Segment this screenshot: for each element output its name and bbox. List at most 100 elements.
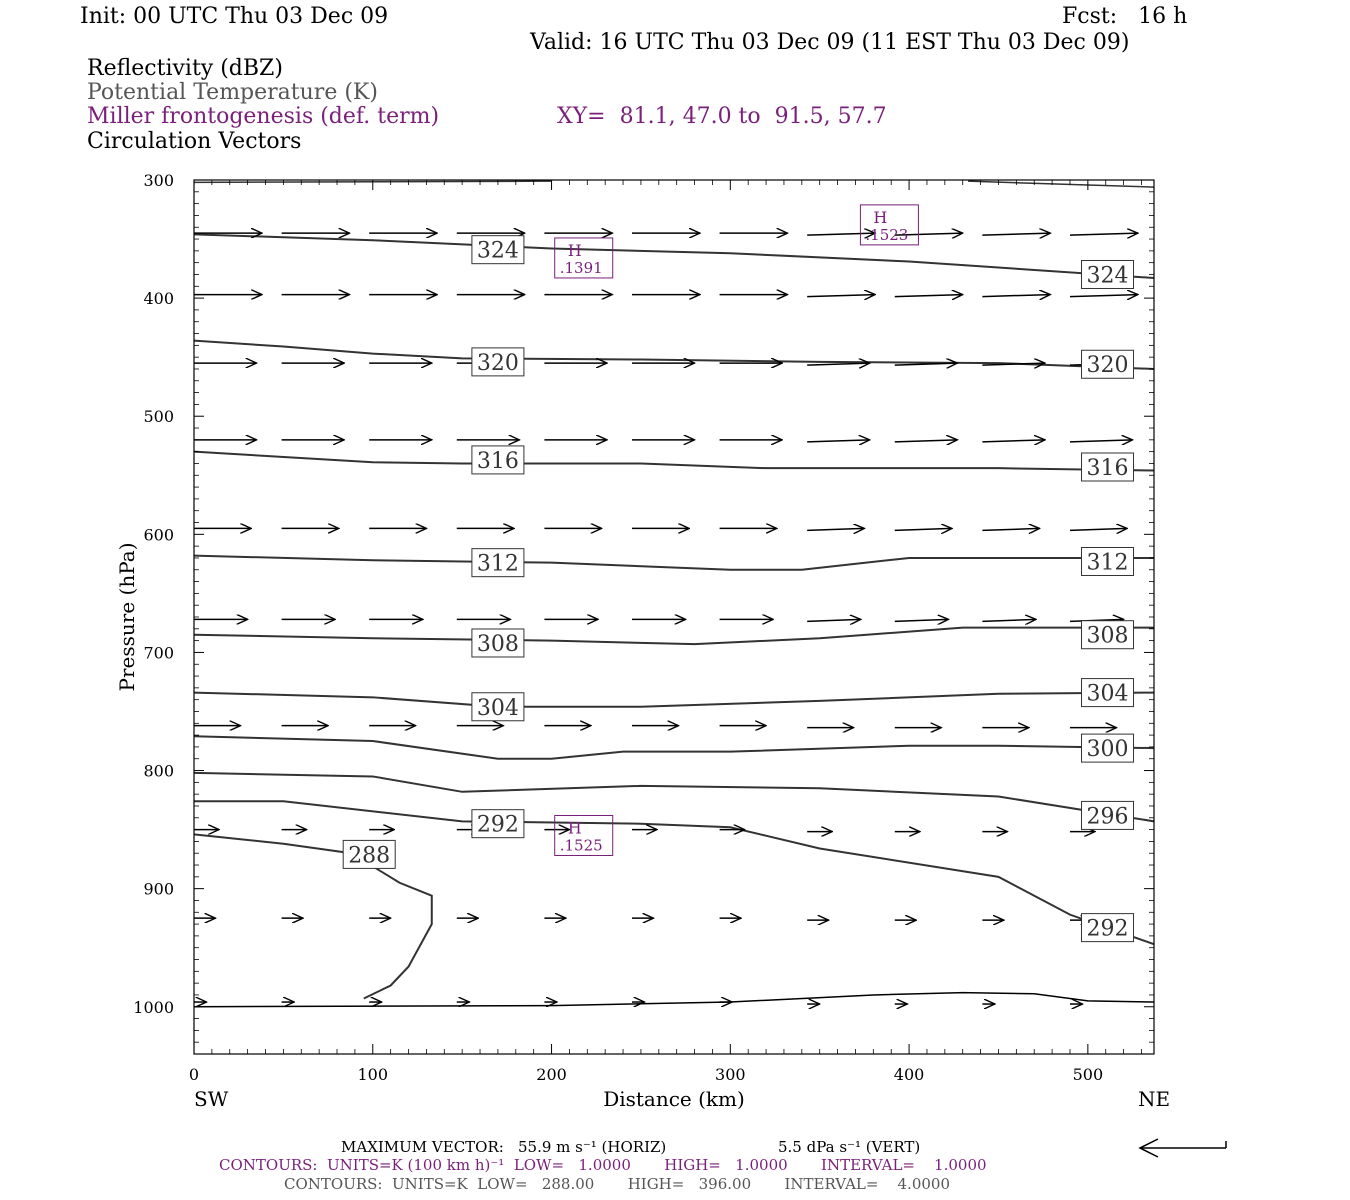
frontogenesis-maximum-value: .1391	[560, 259, 603, 277]
theta-contour-324	[193, 233, 1155, 280]
frontogenesis-maximum-value: .1523	[865, 226, 908, 244]
theta-contour-label-text: 308	[1087, 624, 1129, 649]
circulation-vector	[894, 233, 963, 235]
x-tick-label: 100	[357, 1065, 388, 1084]
frontogenesis-maximum-label: H	[568, 819, 582, 838]
theta-contour-label-box	[1081, 620, 1135, 650]
y-tick-label: 1000	[133, 998, 174, 1017]
theta-contour-label: 288	[342, 839, 396, 869]
frontogenesis-maximum-box	[554, 237, 614, 279]
circulation-vector	[1069, 233, 1138, 235]
frontogenesis-maximum-label: H	[873, 208, 887, 227]
theta-contour-label: 320	[471, 347, 525, 377]
theta-contour-label: 304	[471, 692, 525, 722]
theta-contour-label-box	[1081, 733, 1135, 763]
frontogenesis-maximum: H.1523	[859, 204, 919, 246]
theta-contour-label-box	[1081, 259, 1135, 289]
theta-contour-label-text: 288	[348, 843, 390, 868]
y-tick-label: 900	[143, 880, 174, 899]
theta-contour-label-text: 320	[1087, 353, 1129, 378]
circulation-vector	[807, 440, 870, 442]
theta-contour-label-text: 312	[477, 552, 519, 577]
theta-contour-label: 312	[471, 548, 525, 578]
valid-time: Valid: 16 UTC Thu 03 Dec 09 (11 EST Thu …	[530, 30, 1130, 55]
theta-contour-label: 296	[1081, 800, 1135, 830]
x-left-end-label: SW	[194, 1087, 229, 1111]
circulation-vector	[894, 528, 952, 530]
field-reflectivity: Reflectivity (dBZ)	[87, 56, 283, 81]
frontogenesis-maximum-label: H	[568, 241, 582, 260]
x-axis-label: Distance (km)	[603, 1087, 745, 1111]
theta-contour-288	[193, 833, 433, 1000]
circulation-vector	[894, 363, 958, 365]
theta-contour-label-box	[1081, 800, 1135, 830]
theta-contour-label: 316	[1081, 452, 1135, 482]
theta-contour-label-box	[471, 692, 525, 722]
theta-contour-label: 316	[471, 445, 525, 475]
frontogenesis-maximum: H.1391	[554, 237, 614, 279]
x-tick-label: 0	[189, 1065, 199, 1084]
y-tick-label: 600	[143, 525, 174, 544]
plot-frame	[193, 179, 1155, 1055]
field-frontogenesis: Miller frontogenesis (def. term)	[87, 104, 440, 129]
reference-vector-arrow	[1138, 1138, 1227, 1158]
y-axis-label: Pressure (hPa)	[115, 543, 139, 692]
theta-contour-label: 320	[1081, 349, 1135, 379]
theta-contour-label: 292	[471, 809, 525, 839]
theta-contour-label: 300	[1081, 733, 1135, 763]
theta-contour-label: 292	[1081, 913, 1135, 943]
circulation-vector	[807, 295, 875, 297]
circulation-vector	[807, 528, 864, 530]
field-potential-temperature: Potential Temperature (K)	[87, 80, 378, 105]
frontogenesis-maximum-box	[554, 815, 614, 856]
theta-contour-label: 308	[1081, 620, 1135, 650]
circulation-vector	[982, 619, 1036, 621]
footer-max-vector-label: MAXIMUM VECTOR:	[341, 1138, 504, 1156]
theta-contour-label-box	[471, 548, 525, 578]
theta-contour-label-box	[471, 628, 525, 658]
theta-contour-label-text: 300	[1087, 737, 1129, 762]
y-tick-label: 400	[143, 289, 174, 308]
theta-contour-304	[193, 691, 1155, 708]
theta-contour-label-box	[1081, 913, 1135, 943]
theta-contour-label-box	[1081, 678, 1135, 708]
theta-contour-label-box	[342, 839, 396, 869]
theta-contour-label: 324	[1081, 259, 1135, 289]
cross-section-endpoints: XY= 81.1, 47.0 to 91.5, 57.7	[557, 104, 887, 129]
theta-contour-320	[193, 339, 1155, 370]
surface-terrain-line	[193, 991, 1155, 1008]
theta-contour-label-text: 324	[1087, 263, 1129, 288]
theta-contour-label-text: 292	[1087, 917, 1129, 942]
circulation-vector	[807, 233, 875, 235]
theta-contour-300	[193, 735, 1155, 760]
frontogenesis-maximum-box	[859, 204, 919, 246]
theta-contour-296	[193, 771, 1155, 823]
theta-contour-label: 304	[1081, 678, 1135, 708]
circulation-vector	[807, 619, 861, 621]
footer-max-vector-horiz: 55.9 m s⁻¹ (HORIZ)	[518, 1138, 667, 1156]
x-tick-label: 400	[894, 1065, 925, 1084]
frontogenesis-maximum: H.1525	[554, 815, 614, 856]
forecast-hour: Fcst: 16 h	[1062, 4, 1188, 29]
footer-max-vector-vert: 5.5 dPa s⁻¹ (VERT)	[778, 1138, 921, 1156]
theta-contour-label-box	[1081, 452, 1135, 482]
x-tick-label: 200	[536, 1065, 567, 1084]
theta-contour-label-text: 296	[1087, 804, 1129, 829]
theta-contour-label-text: 324	[477, 239, 519, 264]
circulation-vector	[1069, 440, 1133, 442]
y-tick-label: 300	[143, 171, 174, 190]
frontogenesis-maximum-value: .1525	[560, 837, 603, 855]
x-right-end-label: NE	[1138, 1087, 1170, 1111]
footer-contours-frontogenesis: CONTOURS: UNITS=K (100 km h)⁻¹ LOW= 1.00…	[219, 1156, 987, 1174]
circulation-vector	[982, 440, 1045, 442]
circulation-vector	[1069, 295, 1138, 297]
theta-contour-label-text: 320	[477, 351, 519, 376]
theta-contour-label-text: 304	[1087, 682, 1129, 707]
theta-contour-label: 312	[1081, 546, 1135, 576]
theta-contour-312	[193, 554, 1154, 571]
circulation-vector	[807, 363, 870, 365]
footer-contours-theta: CONTOURS: UNITS=K LOW= 288.00 HIGH= 396.…	[284, 1175, 950, 1193]
circulation-vector	[982, 528, 1039, 530]
theta-contour-316	[193, 450, 1155, 472]
